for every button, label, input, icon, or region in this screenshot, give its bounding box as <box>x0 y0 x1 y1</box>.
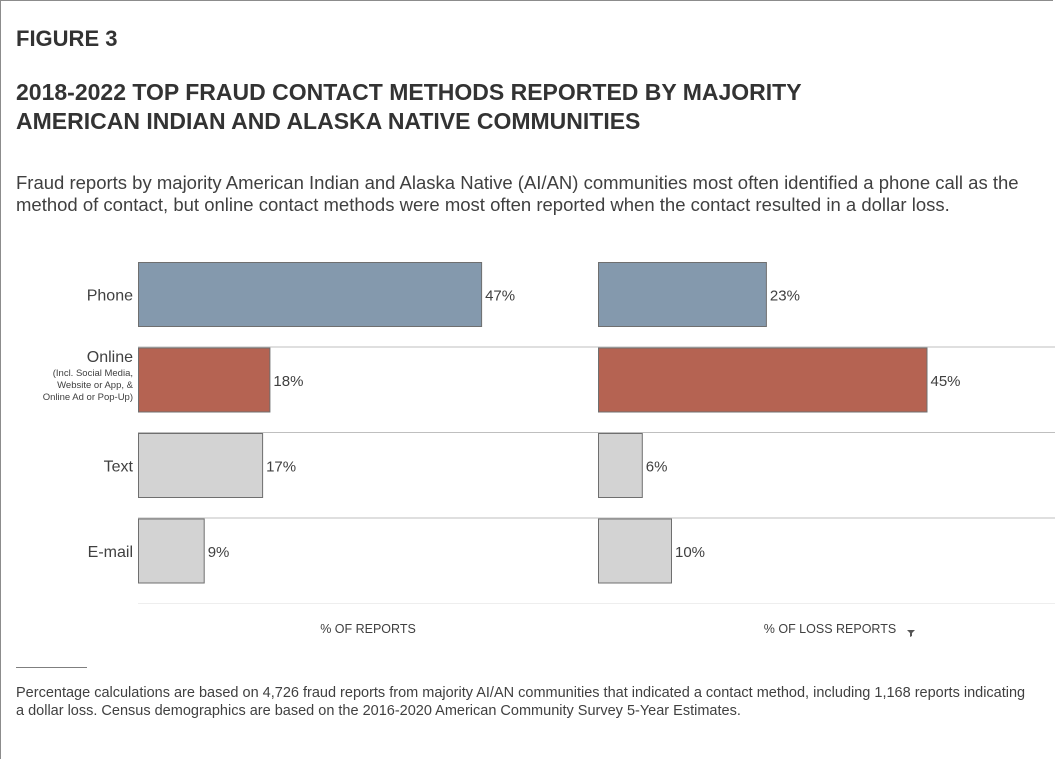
bar <box>598 347 928 413</box>
category-label: Text <box>104 459 134 476</box>
data-label: 9% <box>208 544 230 561</box>
bar <box>138 433 264 498</box>
figure-label: FIGURE 3 <box>16 26 118 51</box>
data-label: 47% <box>485 288 515 305</box>
figure-title: 2018-2022 TOP FRAUD CONTACT METHODS REPO… <box>16 78 1016 136</box>
category-sublabel: (Incl. Social Media, <box>53 368 133 379</box>
bar <box>598 262 767 327</box>
footnote: Percentage calculations are based on 4,7… <box>16 685 1026 719</box>
data-label: 6% <box>646 459 668 476</box>
title-line-2: AMERICAN INDIAN AND ALASKA NATIVE COMMUN… <box>16 108 641 134</box>
bar <box>138 518 205 584</box>
category-label: Online <box>87 349 133 366</box>
data-label: 18% <box>273 373 303 390</box>
bar <box>598 433 643 498</box>
category-label: Phone <box>87 288 133 305</box>
axis-title: % OF REPORTS <box>320 622 416 636</box>
data-label: 23% <box>770 288 800 305</box>
data-label: 17% <box>266 459 296 476</box>
axis-title: % OF LOSS REPORTS <box>764 622 896 636</box>
bar <box>598 518 672 584</box>
data-label: 45% <box>931 373 961 390</box>
category-label: E-mail <box>88 544 133 561</box>
bar <box>138 347 271 413</box>
filter-icon <box>907 630 915 637</box>
footnote-divider <box>16 667 87 668</box>
bar <box>138 262 483 327</box>
data-label: 10% <box>675 544 705 561</box>
figure-subtitle: Fraud reports by majority American India… <box>16 172 1019 215</box>
title-line-1: 2018-2022 TOP FRAUD CONTACT METHODS REPO… <box>16 79 802 105</box>
bar-chart: Phone Online (Incl. Social Media,Website o… <box>43 262 1055 637</box>
category-sublabel: Online Ad or Pop-Up) <box>43 392 133 403</box>
category-sublabel: Website or App, & <box>57 380 134 391</box>
